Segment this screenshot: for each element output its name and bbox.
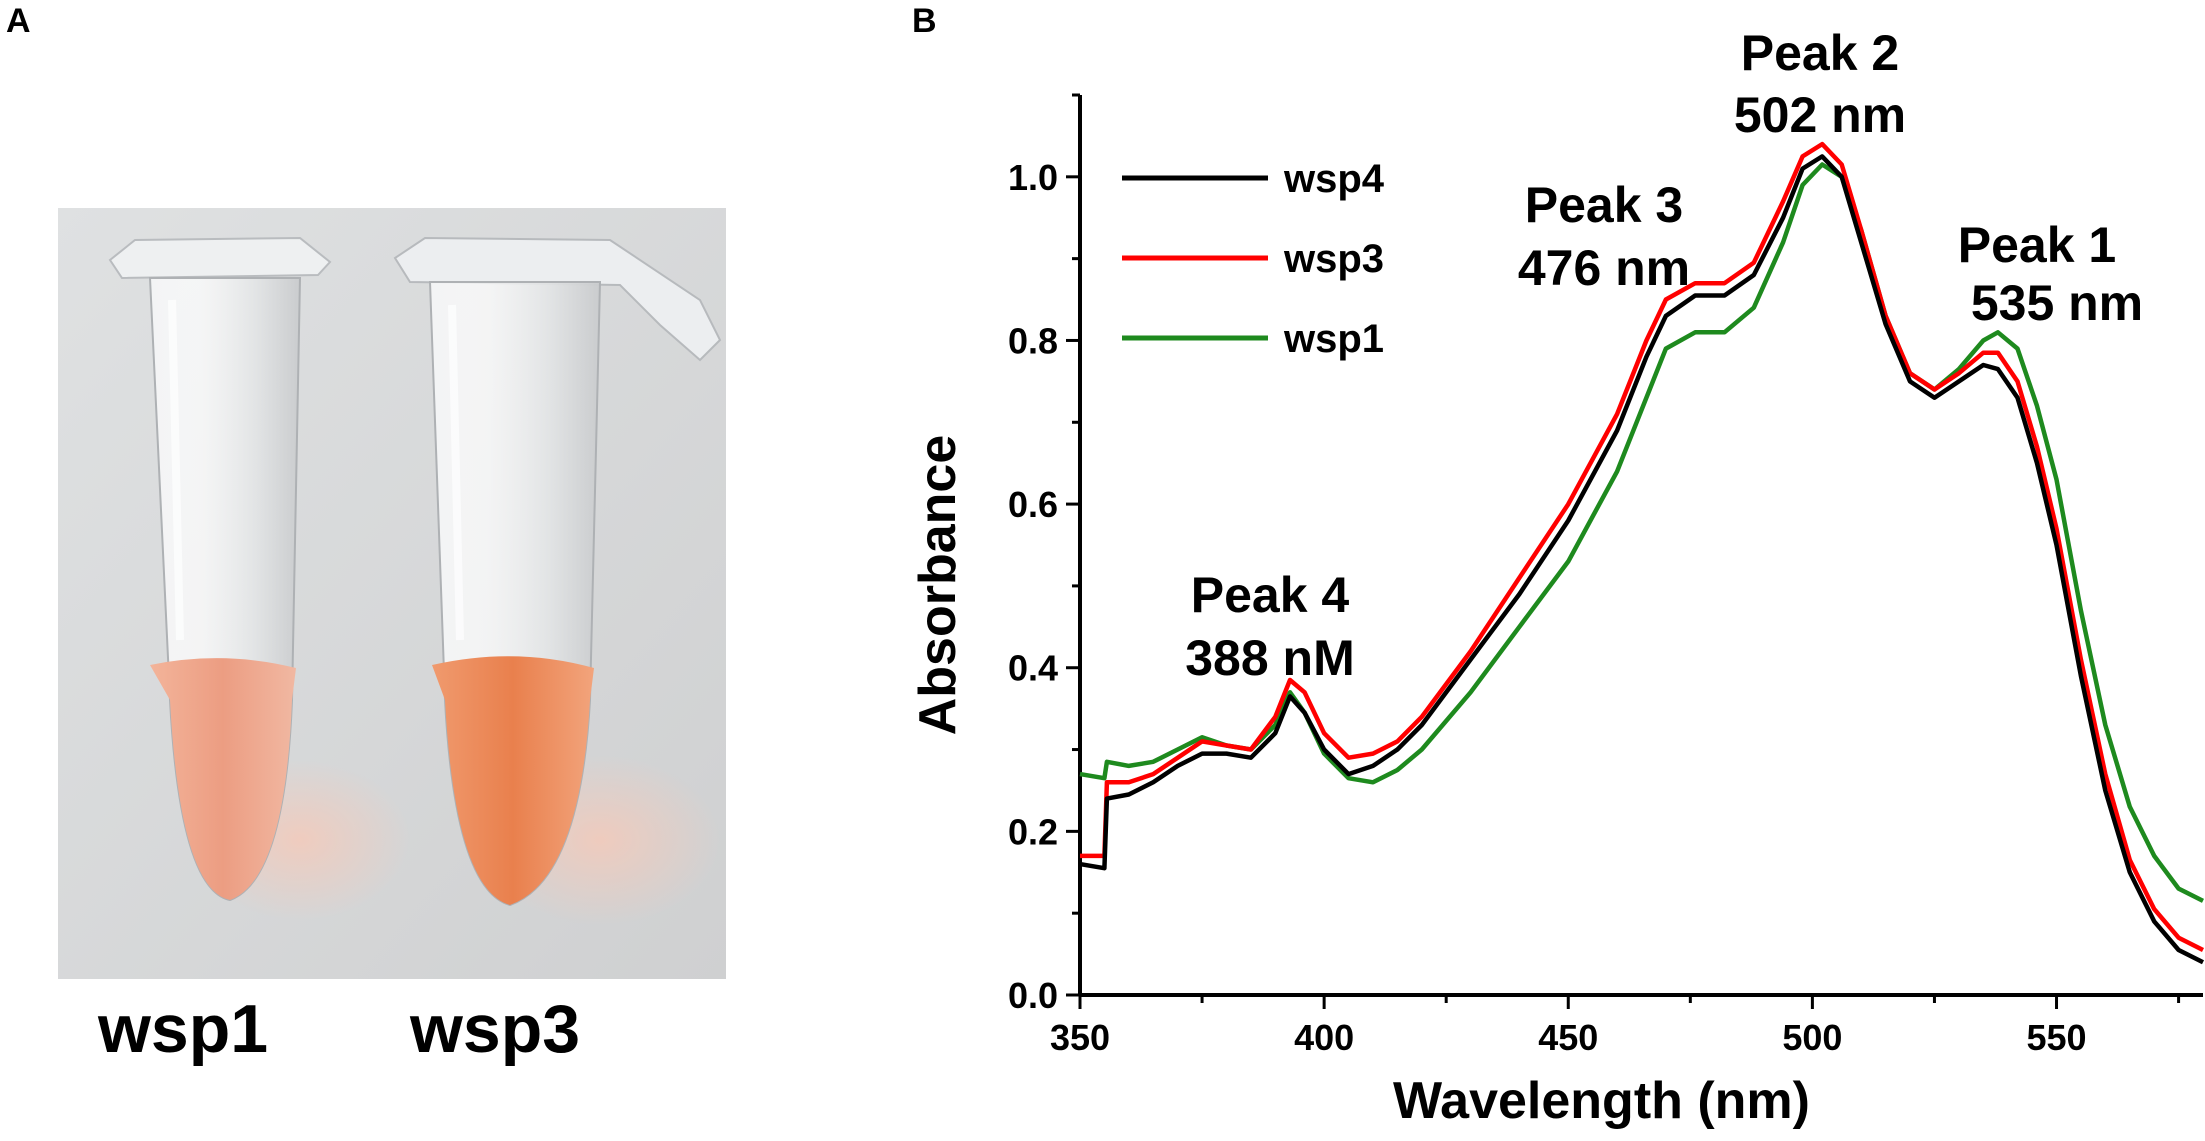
peak-annotation-wavelength: 388 nM xyxy=(1185,630,1355,686)
x-tick-label: 400 xyxy=(1294,1017,1354,1058)
y-axis-title: Absorbance xyxy=(909,435,967,736)
series-line-wsp4 xyxy=(1079,154,2205,965)
peak-annotations: Peak 4 388 nM Peak 3 476 nm Peak 2 502 nm Peak… xyxy=(1185,25,2143,686)
legend-label-wsp1: wsp1 xyxy=(1283,317,1384,361)
legend-label-wsp3: wsp3 xyxy=(1283,237,1384,281)
tube-wsp3 xyxy=(393,236,722,907)
x-axis-title: Wavelength (nm) xyxy=(1393,1072,1810,1130)
peak-annotation-title: Peak 1 xyxy=(1958,217,2116,273)
peak-annotation-title: Peak 3 xyxy=(1525,177,1683,233)
x-tick-label: 350 xyxy=(1050,1017,1110,1058)
tube-photo xyxy=(58,208,726,979)
x-tick-label: 500 xyxy=(1782,1017,1842,1058)
y-tick-label: 0.2 xyxy=(1008,811,1058,852)
x-tick-label: 450 xyxy=(1538,1017,1598,1058)
series-layer xyxy=(1079,141,2205,965)
y-tick-label: 0.6 xyxy=(1008,484,1058,525)
series-line-wsp3 xyxy=(1079,141,2205,953)
peak-annotation-wavelength: 535 nm xyxy=(1971,275,2143,331)
tube-label-wsp1: wsp1 xyxy=(98,991,269,1067)
y-tick-label: 0.4 xyxy=(1008,648,1058,689)
x-tick-label: 550 xyxy=(2026,1017,2086,1058)
panel-b-letter: B xyxy=(912,2,937,40)
y-tick-label: 0.0 xyxy=(1008,975,1058,1016)
legend-label-wsp4: wsp4 xyxy=(1283,157,1385,201)
peak-annotation-wavelength: 476 nm xyxy=(1518,240,1690,296)
peak-annotation-wavelength: 502 nm xyxy=(1734,87,1906,143)
panel-a-letter: A xyxy=(6,2,31,40)
chart-axes: 350 400 450 500 550 0.0 0.2 0.4 0.6 0.8 1.0 Wavelen… xyxy=(909,93,2203,1130)
y-tick-label: 0.8 xyxy=(1008,320,1058,361)
tube-wsp1 xyxy=(108,236,332,902)
peak-annotation-title: Peak 4 xyxy=(1191,567,1350,623)
y-tick-label: 1.0 xyxy=(1008,157,1058,198)
chart-legend: wsp4 wsp3 wsp1 xyxy=(1122,157,1385,361)
tube-label-wsp3: wsp3 xyxy=(410,991,581,1067)
peak-annotation-title: Peak 2 xyxy=(1741,25,1899,81)
